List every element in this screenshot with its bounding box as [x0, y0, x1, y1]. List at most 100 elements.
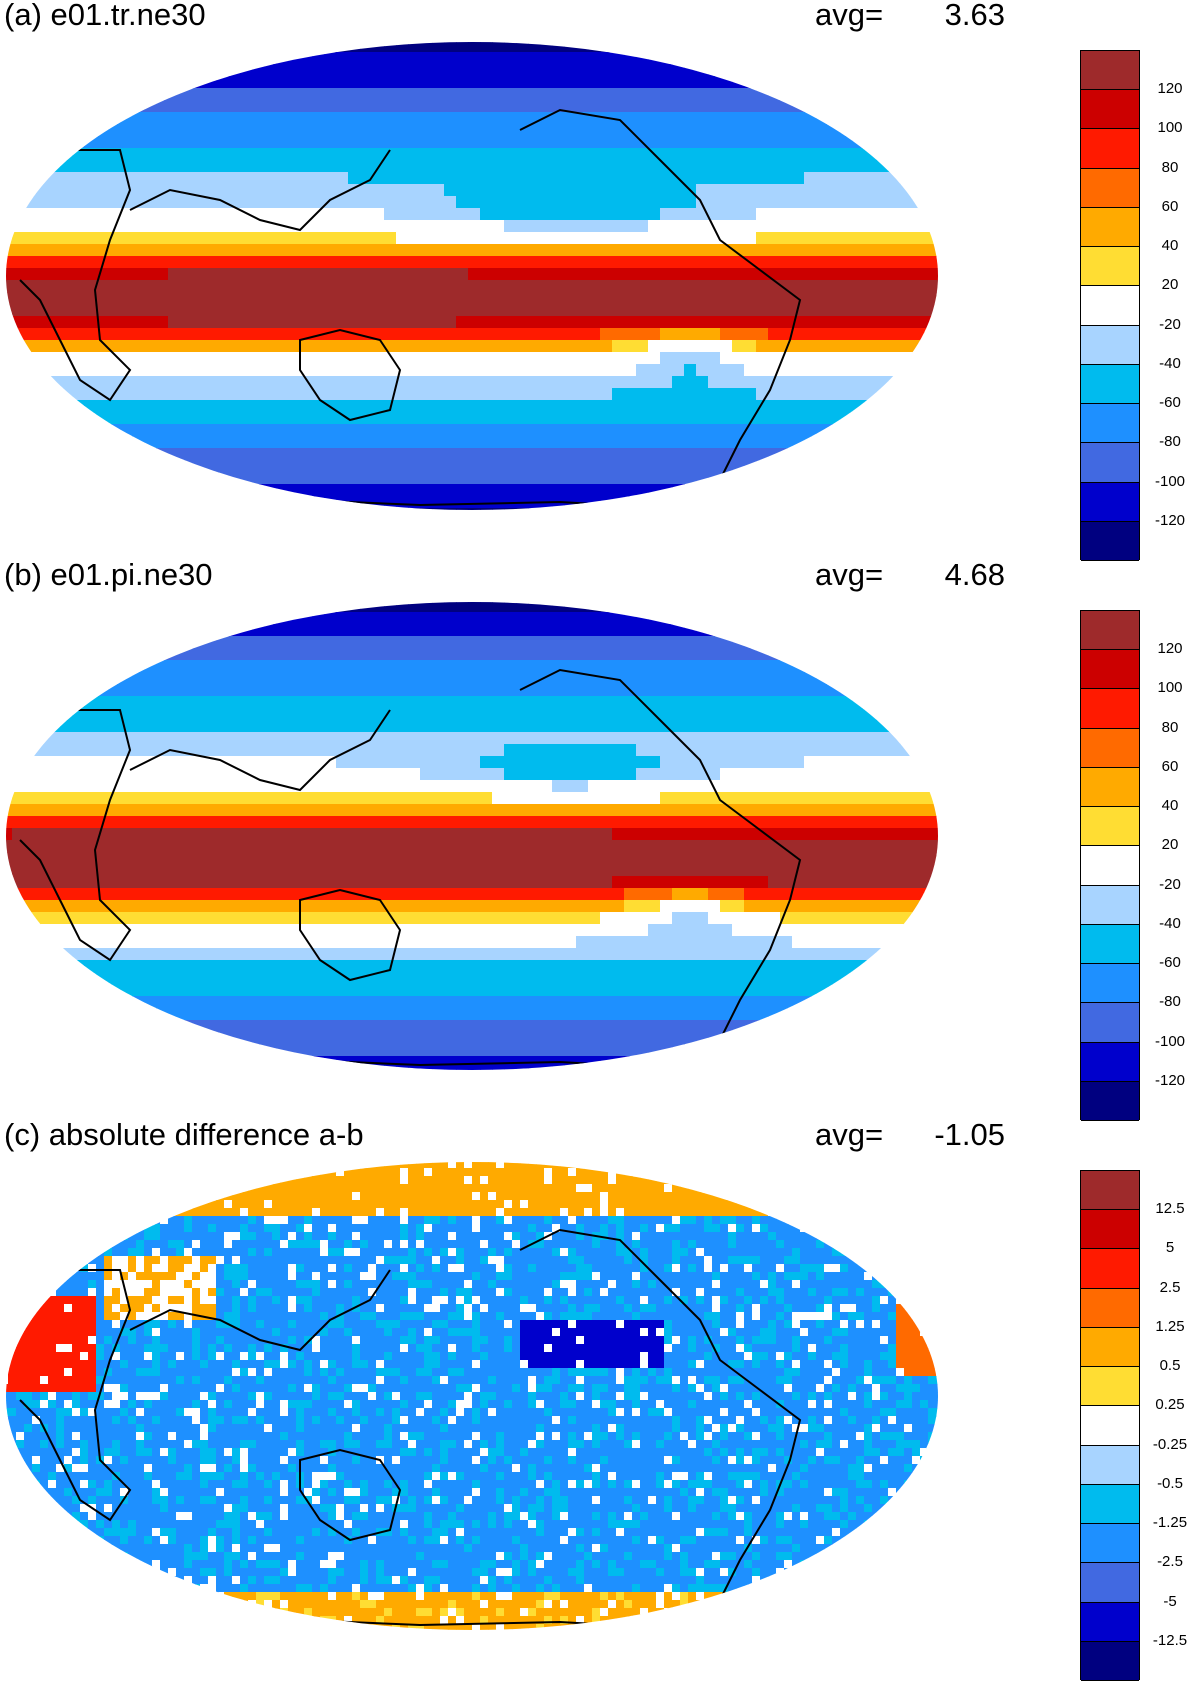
field-cell	[732, 316, 745, 329]
field-cell	[600, 864, 613, 877]
field-cell	[624, 720, 637, 733]
field-cell	[324, 268, 337, 281]
field-cell	[348, 52, 361, 65]
field-cell	[900, 136, 913, 149]
field-cell	[924, 256, 937, 269]
field-cell	[72, 792, 85, 805]
field-cell	[456, 792, 469, 805]
field-cell	[36, 328, 49, 341]
field-cell	[420, 376, 433, 389]
field-cell	[588, 388, 601, 401]
field-cell	[252, 636, 265, 649]
field-cell	[444, 460, 457, 473]
field-cell	[876, 76, 889, 89]
field-cell	[444, 672, 457, 685]
field-cell	[12, 744, 25, 757]
field-cell	[48, 816, 61, 829]
field-cell	[600, 208, 613, 221]
field-cell	[840, 472, 853, 485]
field-cell	[576, 732, 589, 745]
field-cell	[396, 352, 409, 365]
field-cell	[864, 732, 877, 745]
field-cell	[756, 816, 769, 829]
field-cell	[552, 328, 565, 341]
field-cell	[744, 280, 757, 293]
field-cell	[300, 172, 313, 185]
colorbar-label: -100	[1154, 472, 1186, 490]
field-cell	[744, 304, 757, 317]
field-cell	[108, 508, 121, 510]
field-cell	[324, 124, 337, 137]
field-cell	[24, 636, 37, 649]
field-cell	[120, 220, 133, 233]
field-cell	[756, 172, 769, 185]
field-cell	[684, 268, 697, 281]
field-cell	[144, 220, 157, 233]
field-cell	[852, 160, 865, 173]
field-cell	[168, 268, 181, 281]
field-cell	[804, 292, 817, 305]
field-cell	[756, 112, 769, 125]
field-cell	[192, 840, 205, 853]
field-cell	[240, 76, 253, 89]
field-cell	[816, 732, 829, 745]
field-cell	[396, 508, 409, 510]
field-cell	[336, 424, 349, 437]
field-cell	[876, 732, 889, 745]
field-cell	[732, 172, 745, 185]
field-cell	[228, 280, 241, 293]
field-cell	[84, 304, 97, 317]
field-cell	[96, 280, 109, 293]
field-cell	[36, 672, 49, 685]
field-cell	[12, 388, 25, 401]
field-cell	[300, 184, 313, 197]
field-cell	[588, 376, 601, 389]
field-cell	[600, 376, 613, 389]
field-cell	[324, 864, 337, 877]
field-cell	[216, 328, 229, 341]
field-cell	[84, 448, 97, 461]
field-cell	[252, 52, 265, 65]
field-cell	[264, 280, 277, 293]
field-cell	[816, 268, 829, 281]
field-cell	[408, 484, 421, 497]
field-cell	[924, 424, 937, 437]
field-cell	[6, 792, 13, 805]
field-cell	[156, 124, 169, 137]
field-cell	[324, 852, 337, 865]
field-cell	[588, 304, 601, 317]
field-cell	[768, 112, 781, 125]
field-cell	[828, 112, 841, 125]
field-cell	[300, 136, 313, 149]
field-cell	[540, 172, 553, 185]
field-cell	[48, 602, 61, 613]
field-cell	[792, 804, 805, 817]
field-cell	[840, 708, 853, 721]
field-cell	[240, 316, 253, 329]
field-cell	[792, 672, 805, 685]
field-cell	[708, 340, 721, 353]
field-cell	[936, 768, 938, 781]
field-cell	[420, 76, 433, 89]
field-cell	[804, 256, 817, 269]
field-cell	[216, 376, 229, 389]
field-cell	[240, 256, 253, 269]
field-cell	[888, 448, 901, 461]
field-cell	[468, 672, 481, 685]
field-cell	[348, 244, 361, 257]
field-cell	[372, 244, 385, 257]
field-cell	[168, 112, 181, 125]
field-cell	[648, 864, 661, 877]
field-cell	[528, 304, 541, 317]
field-cell	[900, 828, 913, 841]
field-cell	[276, 64, 289, 77]
field-cell	[372, 684, 385, 697]
field-cell	[924, 340, 937, 353]
field-cell	[252, 864, 265, 877]
field-cell	[396, 304, 409, 317]
field-cell	[360, 364, 373, 377]
field-cell	[648, 732, 661, 745]
field-cell	[420, 412, 433, 425]
field-cell	[84, 792, 97, 805]
field-cell	[396, 424, 409, 437]
